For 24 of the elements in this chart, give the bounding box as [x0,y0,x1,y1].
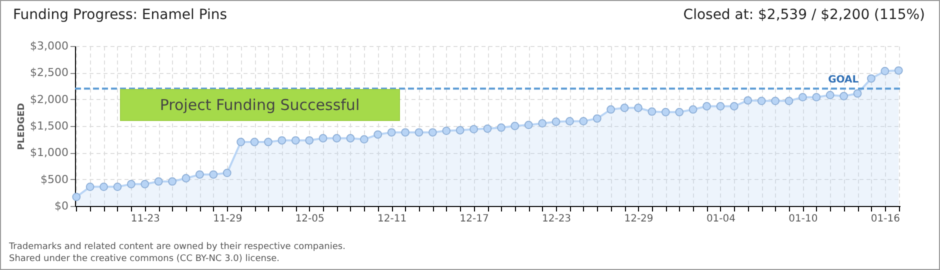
y-tick-label: $1,000 [30,146,68,160]
y-tick-label: $2,000 [30,92,68,106]
x-tick-label: 11-23 [130,214,160,224]
text: Shared under the creative commons (CC BY-NC 3.0) license. [9,253,281,265]
x-tick-label: 12-11 [378,214,407,224]
y-tick-label: $1,500 [30,120,68,132]
text: Trademarks and related content are owned by their respective companies. [9,241,346,253]
banner-box: Project Funding Successful [120,89,400,121]
y-axis-title: PLEDGED [17,103,28,150]
x-tick-label: 12-23 [542,214,572,224]
y-tick-label: $3,000 [30,40,68,52]
y-tick-label: $500 [40,172,68,186]
y-tick-label: $0 [54,200,68,212]
y-tick-label: $2,500 [30,66,68,80]
x-tick-label: 01-10 [788,214,818,224]
ref-line-label: GOAL [828,74,860,86]
x-tick-label: 01-04 [706,214,736,224]
chart-title: Funding Progress: Enamel Pins [13,7,228,25]
x-tick-label: 12-05 [295,214,324,224]
x-tick-label: 01-16 [870,214,900,224]
chart-subtitle: Closed at: $2,539 / $2,200 (115%) [683,7,925,25]
x-tick-label: 12-29 [624,214,654,224]
x-tick-label: 12-17 [460,214,489,224]
x-tick-label: 11-29 [213,214,242,224]
